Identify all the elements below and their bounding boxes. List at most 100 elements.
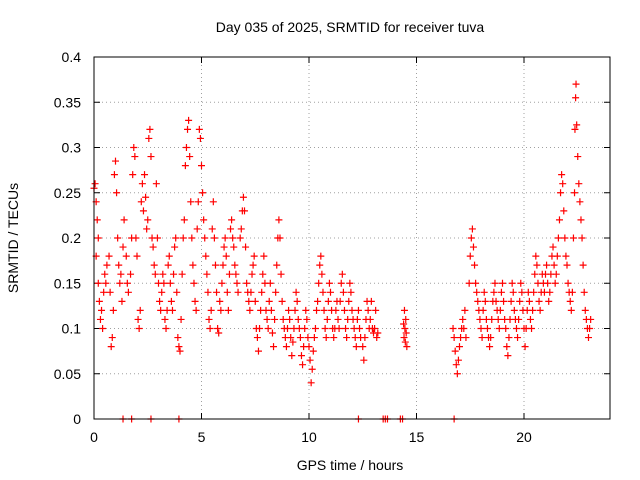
data-point [127, 270, 135, 278]
data-point [479, 306, 487, 314]
data-point [254, 347, 262, 355]
data-point [487, 334, 495, 342]
data-point [334, 315, 342, 323]
data-point [289, 338, 297, 346]
data-point [325, 279, 333, 287]
data-point [278, 297, 286, 305]
data-point [228, 216, 236, 224]
data-point [454, 356, 462, 364]
data-point [573, 121, 581, 129]
data-point [580, 288, 588, 296]
data-point [224, 306, 232, 314]
data-point [314, 297, 322, 305]
data-point [206, 325, 214, 332]
data-point [243, 279, 251, 287]
data-point [109, 306, 117, 314]
data-point [544, 279, 552, 287]
data-point [330, 334, 338, 342]
data-point [223, 288, 231, 296]
data-point [110, 171, 118, 179]
data-point [151, 270, 159, 278]
data-point [192, 306, 200, 314]
data-point [219, 261, 227, 269]
data-point [299, 361, 307, 369]
data-point [481, 297, 489, 305]
data-point [560, 207, 568, 215]
data-point [205, 315, 213, 323]
data-point [237, 225, 245, 233]
data-point [354, 306, 362, 314]
data-point [491, 279, 499, 287]
data-point [271, 315, 279, 323]
data-point [338, 270, 346, 278]
data-point [175, 343, 183, 351]
data-point [585, 334, 592, 342]
data-point [184, 125, 192, 133]
data-point [324, 297, 332, 305]
data-point [374, 329, 382, 337]
data-point [297, 352, 305, 360]
data-point [521, 343, 529, 351]
data-point [215, 329, 223, 337]
data-point [179, 234, 187, 242]
data-point [483, 325, 491, 332]
data-point [118, 297, 126, 305]
data-point [505, 334, 513, 342]
data-point [492, 297, 500, 305]
data-point [525, 297, 533, 305]
data-point [347, 288, 355, 296]
data-point [461, 306, 469, 314]
data-point [364, 306, 372, 314]
data-point [576, 198, 584, 206]
data-point [287, 334, 295, 342]
data-point [586, 325, 594, 332]
data-point [167, 297, 175, 305]
data-point [572, 80, 580, 88]
data-point [306, 356, 314, 364]
data-point [282, 343, 290, 351]
data-point [248, 270, 256, 278]
data-point [563, 261, 571, 269]
data-point [451, 347, 459, 355]
data-point [251, 297, 259, 305]
data-point [98, 306, 106, 314]
data-point [578, 234, 586, 242]
data-point [203, 270, 211, 278]
data-point [575, 180, 583, 188]
data-point [270, 343, 278, 351]
data-point [233, 279, 241, 287]
data-point [172, 234, 180, 242]
data-point [474, 297, 482, 305]
data-point [102, 279, 110, 287]
data-point [335, 325, 343, 332]
data-point [208, 225, 216, 233]
data-point [471, 261, 479, 269]
data-point [462, 334, 470, 342]
data-point [577, 216, 585, 224]
data-point [352, 343, 360, 351]
data-point [528, 325, 536, 332]
data-point [294, 315, 302, 323]
data-point [168, 306, 176, 314]
data-point [535, 297, 543, 305]
data-point [301, 325, 309, 332]
data-point [468, 225, 476, 233]
data-point [230, 243, 238, 251]
data-point [152, 180, 160, 188]
data-point [120, 216, 128, 224]
data-point [191, 297, 199, 305]
data-point [199, 189, 207, 197]
data-point [114, 234, 122, 242]
data-point [129, 171, 137, 179]
data-point [480, 288, 488, 296]
data-point [400, 334, 408, 342]
data-point [496, 306, 504, 314]
data-point [449, 325, 457, 332]
data-point [367, 297, 375, 305]
data-point [135, 325, 143, 332]
data-point [116, 279, 124, 287]
data-point [174, 334, 182, 342]
data-point [402, 329, 410, 337]
data-point [268, 329, 276, 337]
data-point [488, 315, 496, 323]
